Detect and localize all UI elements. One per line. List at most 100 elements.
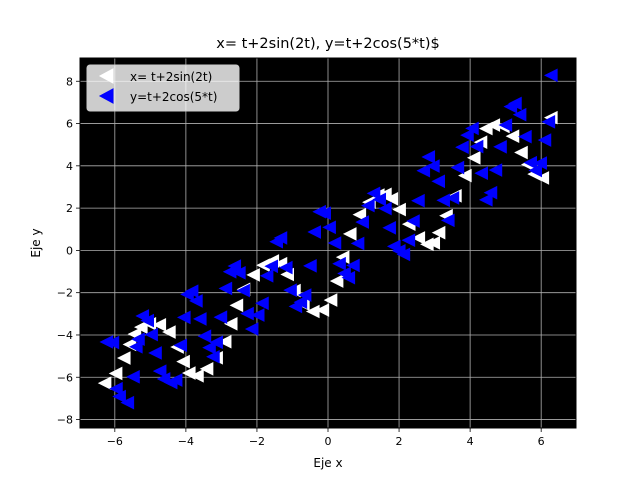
white-point bbox=[246, 268, 260, 282]
blue-point bbox=[259, 268, 274, 283]
blue-point bbox=[426, 159, 440, 173]
y-tick-label: 8 bbox=[66, 75, 73, 88]
blue-point bbox=[440, 213, 455, 228]
white-point bbox=[152, 318, 167, 332]
blue-point bbox=[528, 163, 542, 178]
blue-point bbox=[544, 68, 558, 83]
white-point bbox=[199, 361, 214, 376]
blue-point bbox=[131, 332, 145, 347]
blue-point bbox=[533, 156, 547, 170]
x-tick-label: −4 bbox=[178, 435, 194, 448]
blue-point bbox=[250, 308, 265, 322]
blue-point bbox=[366, 186, 381, 201]
y-tick-label: 2 bbox=[66, 202, 73, 215]
blue-point bbox=[455, 140, 469, 155]
blue-point bbox=[361, 198, 375, 213]
blue-point bbox=[488, 163, 503, 177]
white-point bbox=[97, 376, 112, 390]
white-point bbox=[176, 354, 190, 369]
blue-point bbox=[421, 150, 436, 164]
legend-marker-blue bbox=[98, 88, 114, 104]
y-tick-label: 6 bbox=[66, 118, 73, 131]
blue-point bbox=[478, 193, 493, 207]
blue-point bbox=[236, 283, 250, 298]
x-tick-label: 0 bbox=[325, 435, 332, 448]
blue-point bbox=[445, 191, 460, 205]
x-tick-label: 6 bbox=[538, 435, 545, 448]
blue-point bbox=[297, 288, 312, 302]
y-tick-label: −6 bbox=[57, 371, 73, 384]
blue-point bbox=[401, 233, 416, 248]
blue-point bbox=[240, 306, 254, 321]
chart-title: x= t+2sin(2t), y=t+2cos(5*t)$ bbox=[216, 36, 440, 52]
blue-point bbox=[317, 206, 331, 220]
x-tick-label: −2 bbox=[249, 435, 265, 448]
blue-point bbox=[192, 312, 207, 326]
blue-point bbox=[416, 163, 431, 178]
blue-point bbox=[232, 266, 246, 280]
blue-point bbox=[431, 174, 445, 189]
blue-point bbox=[332, 256, 346, 271]
x-axis-ticks: −6 −4 −2 0 2 4 6 bbox=[107, 428, 545, 448]
white-point bbox=[116, 351, 131, 365]
x-axis-label: Eje x bbox=[313, 456, 342, 470]
blue-point bbox=[197, 329, 212, 344]
blue-point bbox=[411, 193, 425, 208]
blue-point bbox=[307, 225, 321, 239]
blue-point bbox=[140, 313, 155, 328]
white-point bbox=[411, 231, 426, 245]
blue-point bbox=[436, 193, 450, 208]
blue-point bbox=[168, 373, 183, 387]
white-point bbox=[514, 145, 528, 160]
x-tick-label: 4 bbox=[467, 435, 474, 448]
blue-point bbox=[273, 231, 288, 245]
blue-point bbox=[346, 258, 360, 273]
blue-point bbox=[372, 192, 387, 207]
blue-point bbox=[213, 310, 228, 325]
white-point bbox=[190, 368, 204, 383]
blue-point bbox=[184, 284, 199, 299]
x-tick-label: −6 bbox=[107, 435, 123, 448]
white-point bbox=[315, 303, 330, 317]
white-point bbox=[229, 298, 244, 313]
blue-point bbox=[303, 259, 317, 273]
blue-point bbox=[406, 214, 420, 228]
series-blue-points bbox=[99, 68, 558, 410]
blue-point bbox=[264, 259, 279, 274]
blue-point bbox=[244, 322, 259, 336]
blue-point bbox=[508, 96, 522, 111]
blue-point bbox=[537, 133, 552, 147]
white-point bbox=[505, 129, 520, 144]
blue-point bbox=[518, 129, 532, 144]
blue-point bbox=[512, 107, 527, 122]
blue-point bbox=[148, 346, 162, 360]
grid bbox=[80, 58, 576, 428]
blue-point bbox=[541, 115, 556, 129]
blue-point bbox=[460, 128, 474, 142]
blue-point bbox=[189, 294, 203, 308]
blue-point bbox=[173, 338, 188, 353]
blue-point bbox=[483, 185, 498, 200]
blue-point bbox=[109, 381, 123, 396]
legend-label-blue: y=t+2cos(5*t) bbox=[130, 90, 217, 104]
blue-point bbox=[176, 310, 191, 325]
y-tick-label: −8 bbox=[57, 414, 73, 427]
y-axis-label: Eje y bbox=[29, 228, 43, 257]
blue-point bbox=[126, 370, 140, 384]
blue-point bbox=[493, 139, 507, 154]
white-point bbox=[108, 366, 123, 381]
blue-point bbox=[293, 295, 308, 310]
blue-point bbox=[129, 340, 143, 354]
white-point bbox=[329, 274, 344, 288]
white-point bbox=[342, 227, 357, 241]
y-tick-label: −2 bbox=[57, 287, 73, 300]
blue-point bbox=[355, 215, 369, 229]
white-point bbox=[223, 316, 238, 331]
blue-point bbox=[327, 236, 342, 250]
blue-point bbox=[396, 247, 411, 262]
blue-point bbox=[255, 296, 269, 311]
blue-point bbox=[206, 349, 220, 364]
white-point bbox=[458, 168, 472, 183]
y-tick-label: 4 bbox=[66, 160, 73, 173]
